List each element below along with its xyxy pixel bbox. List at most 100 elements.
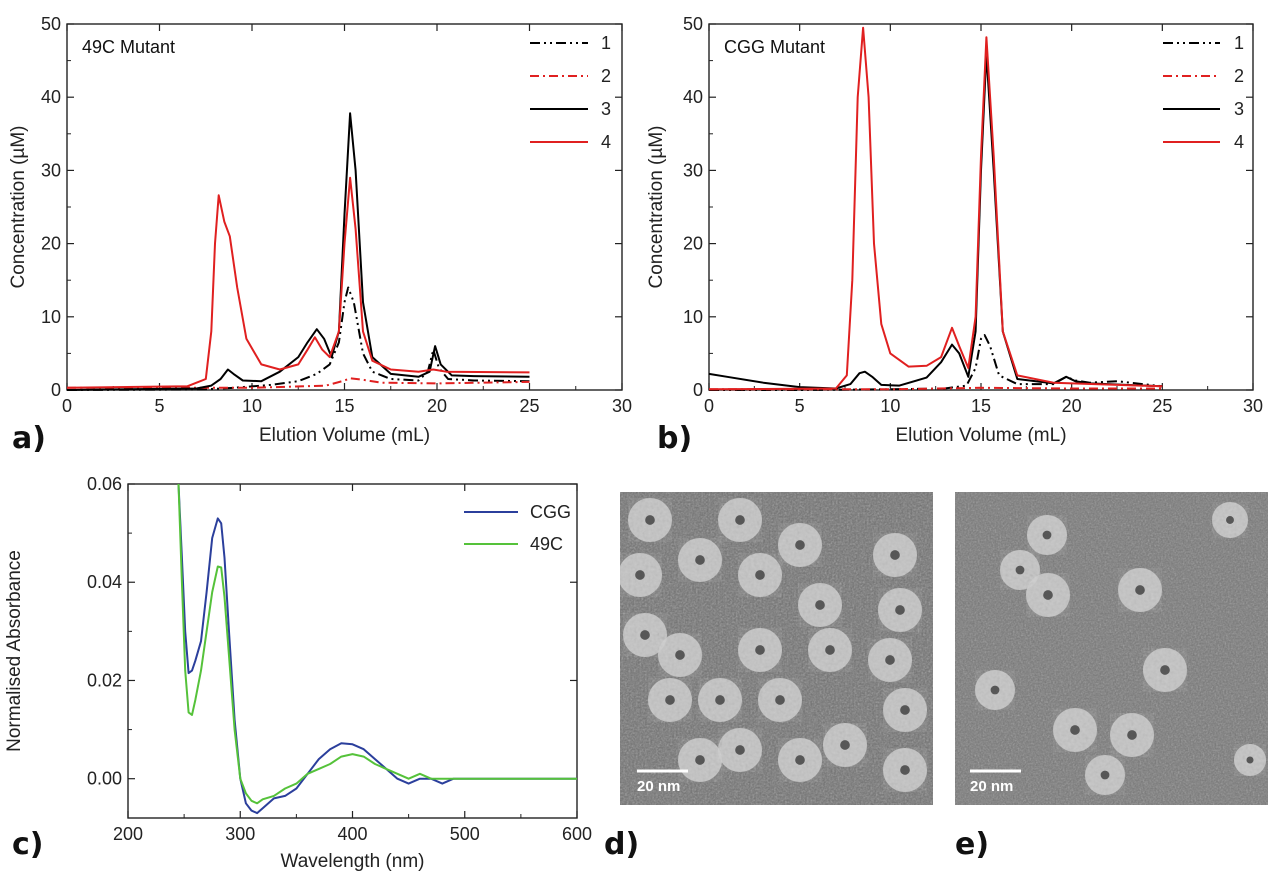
- y-tick-label: 0.04: [87, 572, 122, 592]
- x-tick-label: 400: [337, 824, 367, 844]
- particle-core: [1043, 590, 1053, 600]
- particles-d: [620, 498, 927, 792]
- y-tick-label: 50: [41, 14, 61, 34]
- particle-core: [1135, 585, 1145, 595]
- y-tick-label: 0.02: [87, 670, 122, 690]
- series-line-1: [709, 334, 1163, 391]
- chart-annotation: 49C Mutant: [82, 37, 175, 57]
- y-axis-title: Concentration (µM): [646, 125, 667, 288]
- particle-core: [815, 600, 825, 610]
- series-line-3: [66, 112, 530, 391]
- x-axis-title: Elution Volume (mL): [259, 425, 430, 446]
- particle-core: [695, 755, 705, 765]
- x-tick-label: 300: [225, 824, 255, 844]
- chart-panel-b: 0 5 10 15 20 25 30 0 10 20 30 40 50 Elution Volume (m…: [646, 14, 1263, 446]
- particle-core: [1160, 665, 1170, 675]
- x-tick-label: 30: [1243, 396, 1263, 416]
- series-line-4: [708, 26, 1163, 391]
- y-tick-label: 0: [51, 380, 61, 400]
- particle-core: [1226, 516, 1234, 524]
- particle-core: [1100, 770, 1110, 780]
- legend-label-CGG: CGG: [530, 502, 571, 522]
- particles-e: [975, 502, 1266, 795]
- x-tick-label: 500: [450, 824, 480, 844]
- particle-core: [825, 645, 835, 655]
- series-line-2: [67, 377, 530, 389]
- particle-core: [895, 605, 905, 615]
- y-tick-label: 40: [41, 87, 61, 107]
- particle-core: [645, 515, 655, 525]
- scale-bar-label-d: 20 nm: [637, 778, 680, 795]
- particle-core: [755, 570, 765, 580]
- x-tick-label: 30: [612, 396, 632, 416]
- particle-core: [1015, 565, 1025, 575]
- x-tick-label: 0: [704, 396, 714, 416]
- panel-label-b: b): [657, 421, 692, 456]
- particle-core: [840, 740, 850, 750]
- x-tick-label: 25: [1152, 396, 1172, 416]
- y-tick-label: 0.00: [87, 769, 122, 789]
- chart-annotation: CGG Mutant: [724, 37, 825, 57]
- particle-core: [665, 695, 675, 705]
- particle-core: [900, 705, 910, 715]
- panel-label-d: d): [604, 827, 639, 862]
- x-tick-label: 10: [880, 396, 900, 416]
- particle-core: [735, 745, 745, 755]
- legend-label-1: 1: [1234, 33, 1244, 53]
- particle-core: [775, 695, 785, 705]
- particle-core: [890, 550, 900, 560]
- particle-core: [755, 645, 765, 655]
- y-tick-label: 30: [683, 160, 703, 180]
- micrograph-e: 20 nm: [955, 492, 1268, 805]
- y-tick-label: 10: [683, 307, 703, 327]
- legend-label-2: 2: [601, 66, 611, 86]
- panel-label-c: c): [12, 827, 44, 862]
- x-tick-label: 15: [334, 396, 354, 416]
- x-tick-label: 10: [242, 396, 262, 416]
- plot-frame: [708, 23, 1254, 391]
- y-tick-label: 0.06: [87, 474, 122, 494]
- particle-core: [1070, 725, 1080, 735]
- micrograph-d: 20 nm: [620, 492, 933, 805]
- particle-core: [1042, 530, 1052, 540]
- y-tick-label: 20: [683, 234, 703, 254]
- x-axis-title: Wavelength (nm): [281, 851, 425, 872]
- particle-core: [635, 570, 645, 580]
- particle-core: [795, 755, 805, 765]
- panel-label-a: a): [12, 421, 46, 456]
- panel-label-e: e): [955, 827, 989, 862]
- y-tick-label: 20: [41, 234, 61, 254]
- legend-label-3: 3: [601, 99, 611, 119]
- particle-core: [1127, 730, 1137, 740]
- particle-core: [900, 765, 910, 775]
- scale-bar-label-e: 20 nm: [970, 778, 1013, 795]
- y-tick-label: 0: [693, 380, 703, 400]
- series-line-49C: [177, 483, 577, 805]
- chart-panel-a: 0 5 10 15 20 25 30 0 10 20 30 40 50 Elution Volume (m…: [8, 14, 632, 446]
- particle-core: [1246, 756, 1254, 764]
- y-tick-label: 10: [41, 307, 61, 327]
- x-tick-label: 20: [427, 396, 447, 416]
- particle-core: [675, 650, 685, 660]
- legend-label-4: 4: [601, 132, 611, 152]
- legend-label-2: 2: [1234, 66, 1244, 86]
- series-line-3: [708, 52, 1163, 390]
- y-tick-label: 40: [683, 87, 703, 107]
- particle-core: [735, 515, 745, 525]
- plot-frame: [127, 483, 578, 819]
- x-tick-label: 15: [971, 396, 991, 416]
- x-tick-label: 600: [562, 824, 592, 844]
- particle-core: [990, 685, 1000, 695]
- x-axis-title: Elution Volume (mL): [895, 425, 1066, 446]
- series-line-4: [66, 176, 530, 389]
- y-tick-label: 30: [41, 160, 61, 180]
- particle-core: [640, 630, 650, 640]
- x-tick-label: 0: [62, 396, 72, 416]
- x-tick-label: 5: [795, 396, 805, 416]
- legend-label-49C: 49C: [530, 534, 563, 554]
- x-tick-label: 20: [1062, 396, 1082, 416]
- legend-label-3: 3: [1234, 99, 1244, 119]
- legend-label-1: 1: [601, 33, 611, 53]
- x-tick-label: 200: [113, 824, 143, 844]
